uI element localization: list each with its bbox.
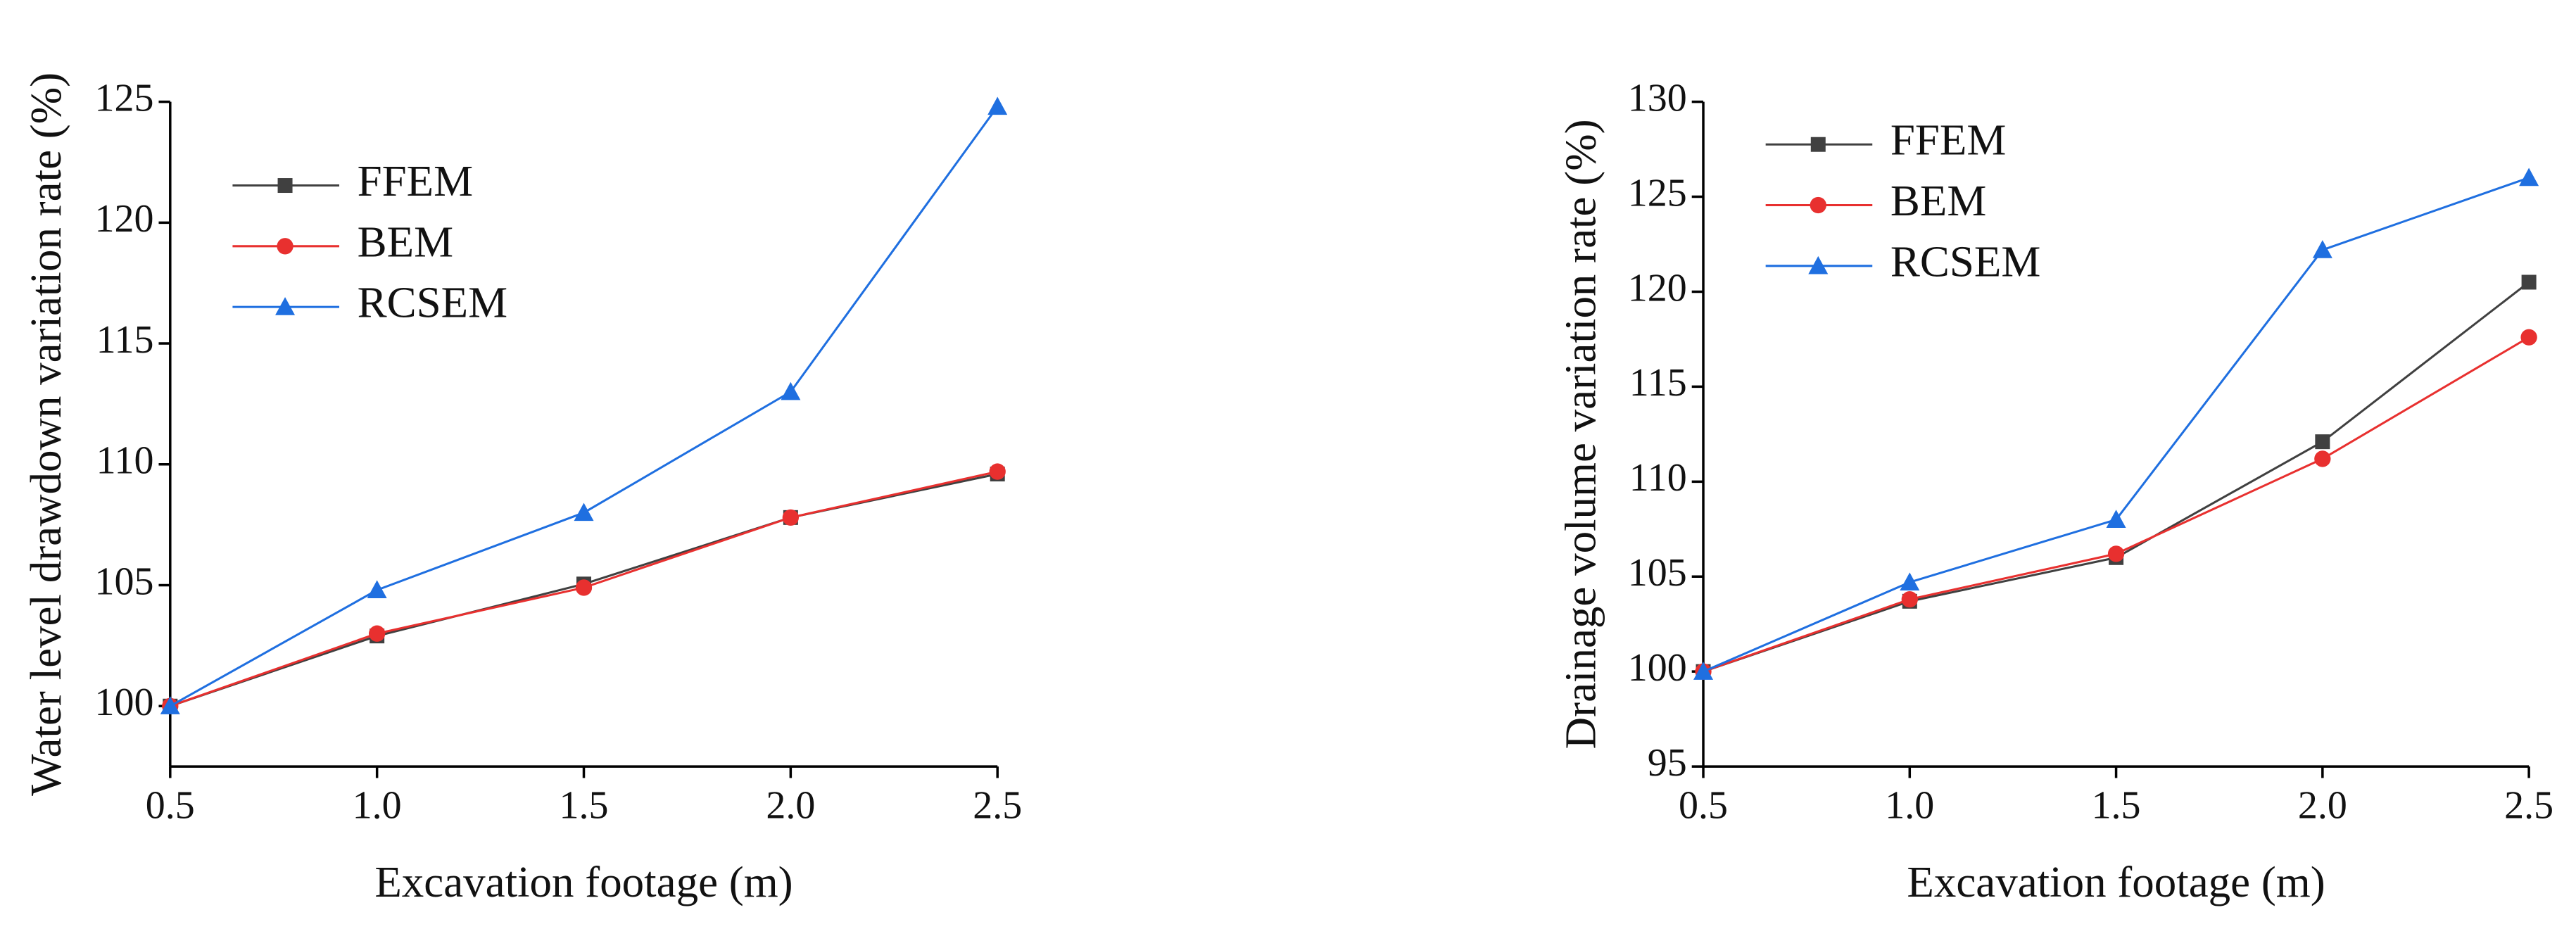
y-tick-label: 115 xyxy=(1629,361,1687,405)
legend-marker xyxy=(1808,255,1829,274)
data-point xyxy=(2521,274,2537,290)
series-line xyxy=(1703,281,2530,673)
x-tick-label: 1.0 xyxy=(353,784,402,828)
y-tick-label: 120 xyxy=(95,197,154,241)
data-point xyxy=(2312,240,2332,258)
data-point xyxy=(2107,545,2125,562)
legend-marker xyxy=(277,238,293,255)
data-point xyxy=(368,625,386,642)
y-tick-label: 110 xyxy=(96,439,154,483)
y-tick-label: 120 xyxy=(1628,266,1687,310)
x-tick-label: 2.0 xyxy=(766,784,815,828)
x-tick-label: 0.5 xyxy=(1679,784,1728,828)
x-axis-label: Excavation footage (m) xyxy=(374,857,793,906)
legend-label: FFEM xyxy=(358,156,473,206)
data-point xyxy=(989,463,1006,480)
data-point xyxy=(2315,434,2330,450)
x-tick-label: 2.5 xyxy=(973,784,1022,828)
y-tick-label: 110 xyxy=(1629,456,1687,500)
legend-label: BEM xyxy=(1890,176,1986,225)
data-point xyxy=(2519,168,2539,187)
legend-marker xyxy=(277,178,293,194)
data-point xyxy=(782,509,800,526)
y-tick-label: 125 xyxy=(1628,171,1687,215)
data-point xyxy=(1693,662,1714,680)
data-point xyxy=(160,696,180,714)
y-tick-label: 95 xyxy=(1648,741,1687,785)
series-line xyxy=(170,106,999,707)
y-tick-label: 130 xyxy=(1628,76,1687,120)
legend-marker xyxy=(1810,196,1826,214)
series-line xyxy=(1703,177,2530,673)
x-tick-label: 1.5 xyxy=(2092,784,2141,828)
y-tick-label: 100 xyxy=(95,681,154,724)
x-tick-label: 2.5 xyxy=(2504,784,2553,828)
series-line xyxy=(1703,336,2530,673)
y-tick-label: 105 xyxy=(1628,551,1687,595)
legend-marker xyxy=(1810,137,1826,152)
legend-label: BEM xyxy=(358,217,453,266)
x-tick-label: 2.0 xyxy=(2298,784,2347,828)
legend-label: RCSEM xyxy=(1890,236,2040,286)
data-point xyxy=(367,580,387,599)
legend-label: RCSEM xyxy=(358,278,507,327)
data-point xyxy=(1901,590,1918,608)
x-tick-label: 0.5 xyxy=(146,784,195,828)
x-tick-label: 1.0 xyxy=(1885,784,1934,828)
y-tick-label: 115 xyxy=(96,318,154,362)
data-point xyxy=(574,503,594,522)
data-point xyxy=(2106,510,2126,528)
data-point xyxy=(781,381,801,400)
data-point xyxy=(2314,450,2331,467)
legend-marker xyxy=(275,297,296,315)
data-point xyxy=(987,96,1008,115)
y-tick-label: 100 xyxy=(1628,646,1687,690)
data-point xyxy=(1900,572,1920,591)
data-point xyxy=(2520,329,2537,346)
y-tick-label: 125 xyxy=(95,76,154,120)
legend-label: FFEM xyxy=(1890,115,2006,165)
y-axis-label: Drainage volume variation rate (%) xyxy=(1556,119,1605,749)
x-axis-label: Excavation footage (m) xyxy=(1907,857,2325,906)
y-tick-label: 105 xyxy=(95,560,154,603)
y-axis-label: Water level drawdown variation rate (%) xyxy=(21,72,70,796)
x-tick-label: 1.5 xyxy=(560,784,609,828)
data-point xyxy=(575,579,593,596)
